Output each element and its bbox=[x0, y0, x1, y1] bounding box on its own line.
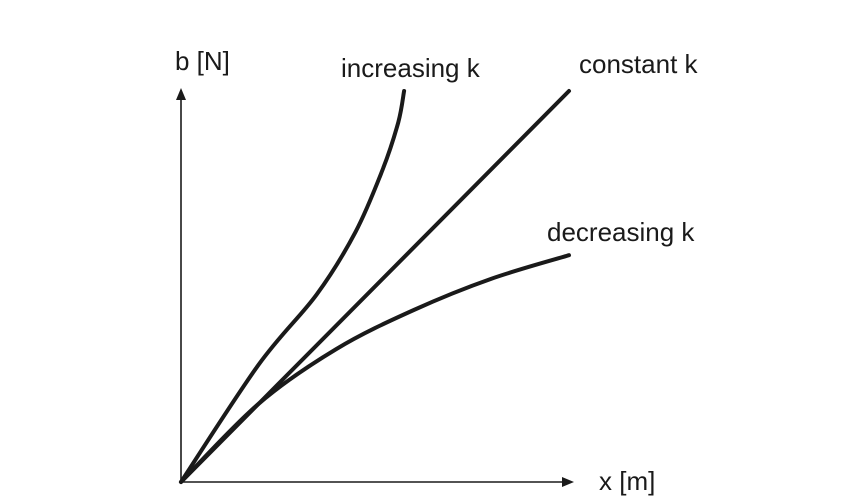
series-group bbox=[179, 89, 571, 484]
y-axis-label: b [N] bbox=[175, 46, 230, 76]
x-axis-arrow-icon bbox=[562, 477, 574, 487]
series-label-constant-k: constant k bbox=[579, 49, 699, 79]
series-label-decreasing-k: decreasing k bbox=[547, 217, 695, 247]
series-line-decreasing-k bbox=[179, 253, 571, 484]
y-axis-arrow-icon bbox=[176, 88, 186, 100]
x-axis-label: x [m] bbox=[599, 466, 655, 496]
series-label-increasing-k: increasing k bbox=[341, 53, 481, 83]
series-line-increasing-k bbox=[179, 89, 407, 484]
